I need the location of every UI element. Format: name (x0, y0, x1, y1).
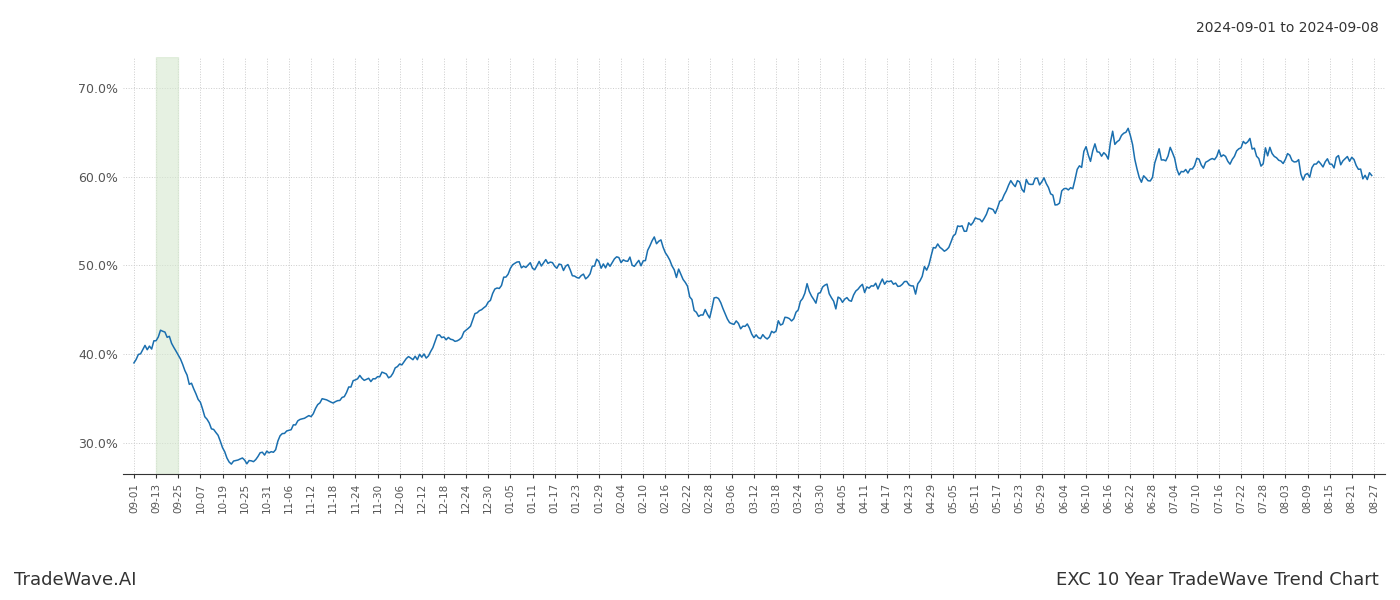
Bar (155, 57, 178, 474)
Text: TradeWave.AI: TradeWave.AI (14, 571, 137, 589)
Text: 2024-09-01 to 2024-09-08: 2024-09-01 to 2024-09-08 (1196, 21, 1379, 35)
Text: EXC 10 Year TradeWave Trend Chart: EXC 10 Year TradeWave Trend Chart (1056, 571, 1379, 589)
